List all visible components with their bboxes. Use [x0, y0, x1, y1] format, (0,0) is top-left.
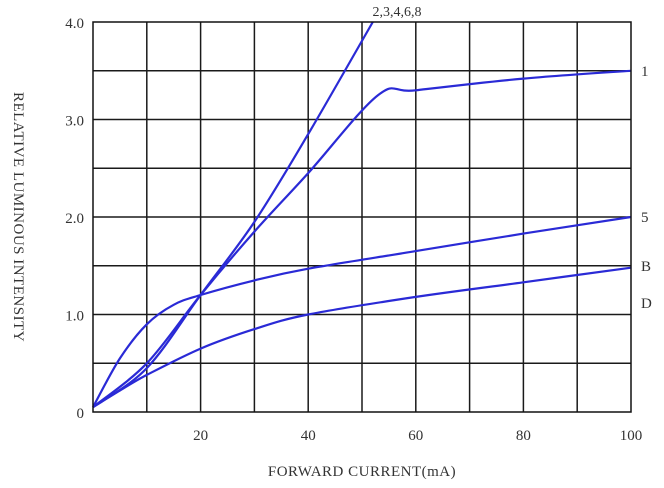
- series-label-d: D: [641, 296, 652, 312]
- x-tick-label: 40: [301, 428, 316, 444]
- y-axis-title: RELATIVE LUMINOUS INTENSITY: [10, 92, 26, 342]
- series-line-1: [92, 21, 374, 408]
- x-tick-label: 60: [408, 428, 423, 444]
- x-tick-label: 100: [620, 428, 643, 444]
- series-line-1: [92, 69, 632, 408]
- x-tick-label: 20: [193, 428, 208, 444]
- y-tick-labels: 0 1.0 2.0 3.0 4.0: [65, 16, 84, 422]
- series-label-1: 1: [641, 64, 649, 80]
- plot-frame: [92, 21, 632, 413]
- top-annotation: 2,3,4,6,8: [373, 5, 422, 20]
- series-label-5: 5: [641, 210, 649, 226]
- y-tick-label: 3.0: [65, 114, 84, 130]
- x-axis-title: FORWARD CURRENT(mA): [268, 464, 456, 480]
- x-tick-labels: 20 40 60 80 100: [193, 428, 642, 444]
- y-tick-label: 2.0: [65, 211, 84, 227]
- y-tick-label: 0: [77, 406, 85, 422]
- series-labels: 1 5 B D: [641, 64, 652, 312]
- series-lines: [92, 21, 632, 409]
- x-tick-label: 80: [516, 428, 531, 444]
- y-tick-label: 4.0: [65, 16, 84, 32]
- y-tick-label: 1.0: [65, 309, 84, 325]
- series-label-b: B: [641, 259, 651, 275]
- series-line-5: [92, 215, 632, 408]
- series-line-b: [92, 266, 632, 409]
- gridlines: [93, 22, 631, 412]
